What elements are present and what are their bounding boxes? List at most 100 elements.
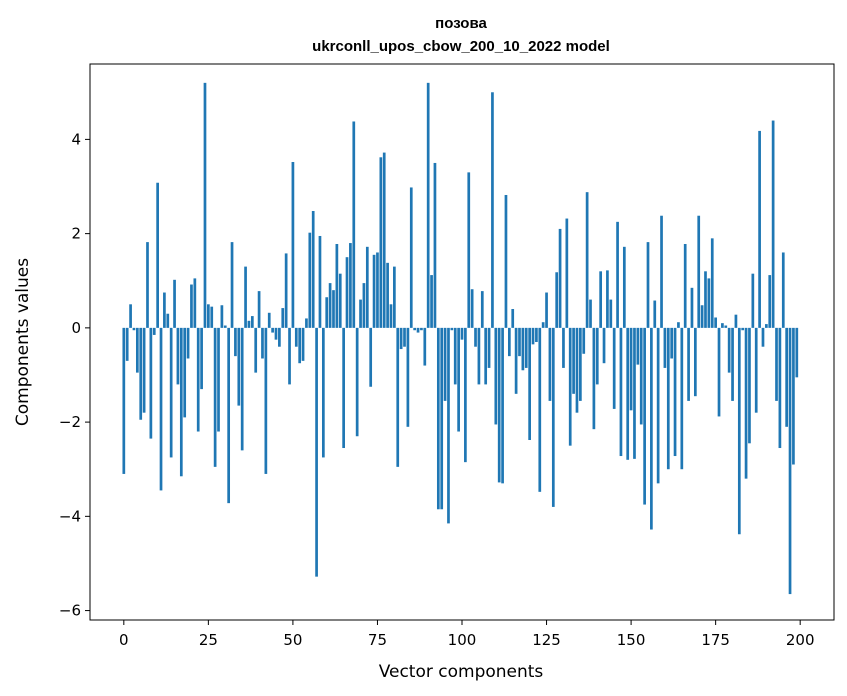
bar — [788, 327, 792, 595]
bar — [572, 327, 575, 394]
bar — [281, 308, 285, 328]
x-axis-ticks: 0 25 50 75 100 125 150 175 200 — [119, 620, 815, 649]
bar — [129, 304, 132, 328]
bar — [426, 82, 430, 328]
bar — [190, 284, 193, 328]
bar — [271, 327, 274, 333]
bar — [761, 327, 765, 347]
bar — [159, 327, 163, 491]
x-tick-label: 0 — [119, 631, 129, 649]
bar — [646, 242, 650, 328]
bar — [376, 252, 379, 328]
bar — [244, 266, 247, 328]
bar — [501, 327, 504, 484]
bar — [399, 327, 403, 350]
bar — [626, 327, 630, 460]
bar — [721, 323, 724, 328]
bar — [338, 273, 342, 328]
bar — [450, 327, 454, 331]
bar — [328, 283, 332, 328]
bar — [704, 271, 707, 328]
bar — [680, 327, 684, 470]
y-tick-label: 2 — [71, 225, 81, 243]
bar — [254, 327, 258, 373]
bar — [467, 172, 471, 328]
bar — [142, 327, 146, 413]
y-tick-label: 4 — [71, 130, 81, 148]
bar — [677, 322, 680, 328]
bar — [453, 327, 457, 385]
bar — [541, 322, 545, 328]
bar — [690, 287, 694, 328]
bar — [629, 327, 633, 411]
bar — [714, 317, 717, 328]
bar — [748, 327, 751, 444]
y-tick-label: −4 — [59, 507, 81, 525]
y-axis-ticks: −6 −4 −2 0 2 4 — [59, 130, 90, 620]
bar — [132, 327, 136, 331]
bar — [663, 327, 667, 368]
bar — [416, 327, 420, 333]
bar — [179, 327, 183, 477]
bar — [494, 327, 498, 425]
bar — [592, 327, 596, 430]
x-tick-label: 75 — [368, 631, 387, 649]
bar — [393, 266, 396, 328]
bar — [217, 327, 220, 432]
bar — [311, 211, 315, 328]
bar — [413, 327, 417, 331]
bar — [352, 121, 356, 328]
bar — [477, 327, 481, 385]
bar — [440, 327, 444, 510]
bar — [213, 327, 217, 467]
bar — [602, 327, 606, 364]
bar — [379, 157, 383, 328]
bar — [514, 327, 518, 394]
bar — [737, 327, 741, 535]
bar — [673, 327, 677, 457]
bar — [436, 327, 440, 510]
bar — [744, 327, 748, 479]
bar — [166, 313, 170, 328]
bar — [707, 278, 711, 328]
bar — [250, 316, 254, 328]
bar — [775, 327, 778, 401]
bar — [200, 327, 203, 390]
bar — [795, 327, 799, 378]
bar — [257, 291, 261, 328]
bar — [768, 275, 772, 328]
chart-title: позова — [435, 15, 487, 32]
x-tick-label: 125 — [532, 631, 561, 649]
bar — [230, 242, 234, 328]
bar — [349, 243, 352, 328]
bar — [369, 327, 373, 387]
bar — [325, 297, 329, 328]
bar — [666, 327, 670, 470]
bar — [362, 283, 366, 328]
bar — [372, 254, 376, 328]
bar — [612, 327, 616, 409]
bar — [507, 327, 511, 357]
bar — [301, 327, 305, 361]
bar — [771, 120, 775, 328]
bar — [423, 327, 427, 366]
bar — [149, 327, 153, 439]
bar — [781, 252, 785, 328]
bar — [220, 305, 224, 328]
bar — [551, 327, 555, 507]
x-tick-label: 175 — [701, 631, 730, 649]
bar — [619, 327, 623, 457]
bar — [575, 327, 579, 413]
bar — [758, 130, 761, 328]
y-axis-label: Components values — [13, 258, 33, 426]
bar — [656, 327, 660, 484]
bar — [294, 327, 298, 347]
bar — [122, 327, 126, 474]
bar — [606, 270, 609, 328]
bar — [223, 325, 227, 328]
bar — [555, 272, 559, 328]
bar — [778, 327, 782, 449]
bar — [548, 327, 552, 401]
bar — [207, 304, 210, 328]
bar — [382, 152, 386, 328]
